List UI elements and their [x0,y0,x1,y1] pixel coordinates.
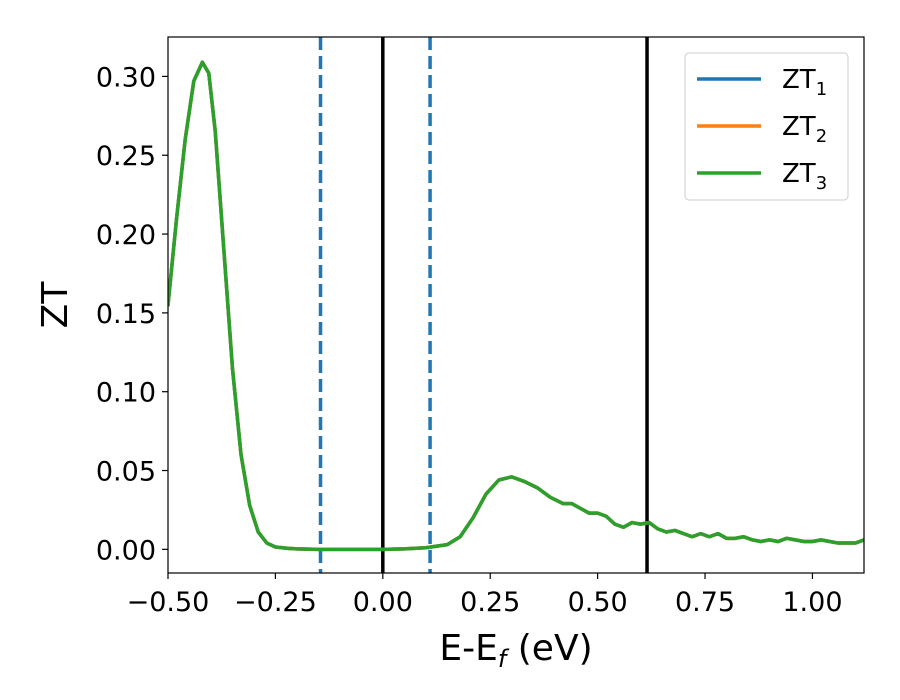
legend-label: ZT1 [782,65,827,100]
x-tick-label: 1.00 [782,587,842,618]
y-tick-label: 0.00 [96,535,156,566]
plot-frame [167,36,865,574]
y-axis-title: ZT [35,281,76,329]
y-tick-label: 0.30 [96,62,156,93]
legend: ZT1 ZT2 ZT3 [684,52,849,201]
y-tick-label: 0.25 [96,141,156,172]
x-axis-ticks: −0.50 −0.25 0.00 0.25 0.50 0.75 1.00 [127,573,843,618]
x-tick-label: −0.50 [127,587,210,618]
legend-frame [684,52,849,201]
x-tick-label: −0.25 [234,587,317,618]
x-tick-label: 0.50 [568,587,628,618]
x-axis-title-main: E-E [439,628,497,669]
x-tick-label: 0.75 [675,587,735,618]
legend-label: ZT3 [782,159,827,194]
y-tick-label: 0.15 [96,299,156,330]
x-tick-label: 0.25 [460,587,520,618]
y-tick-label: 0.05 [96,457,156,488]
x-tick-label: 0.00 [353,587,413,618]
series-line [168,60,864,552]
y-tick-label: 0.10 [96,378,156,409]
reference-lines [318,37,649,573]
y-axis-ticks: 0.00 0.05 0.10 0.15 0.20 0.25 0.30 [96,62,168,566]
x-axis-title-unit: (eV) [506,628,592,669]
x-axis-title: E-Ef (eV) [439,628,592,673]
legend-label: ZT2 [782,112,827,147]
series-lines [168,60,864,552]
y-tick-label: 0.20 [96,220,156,251]
